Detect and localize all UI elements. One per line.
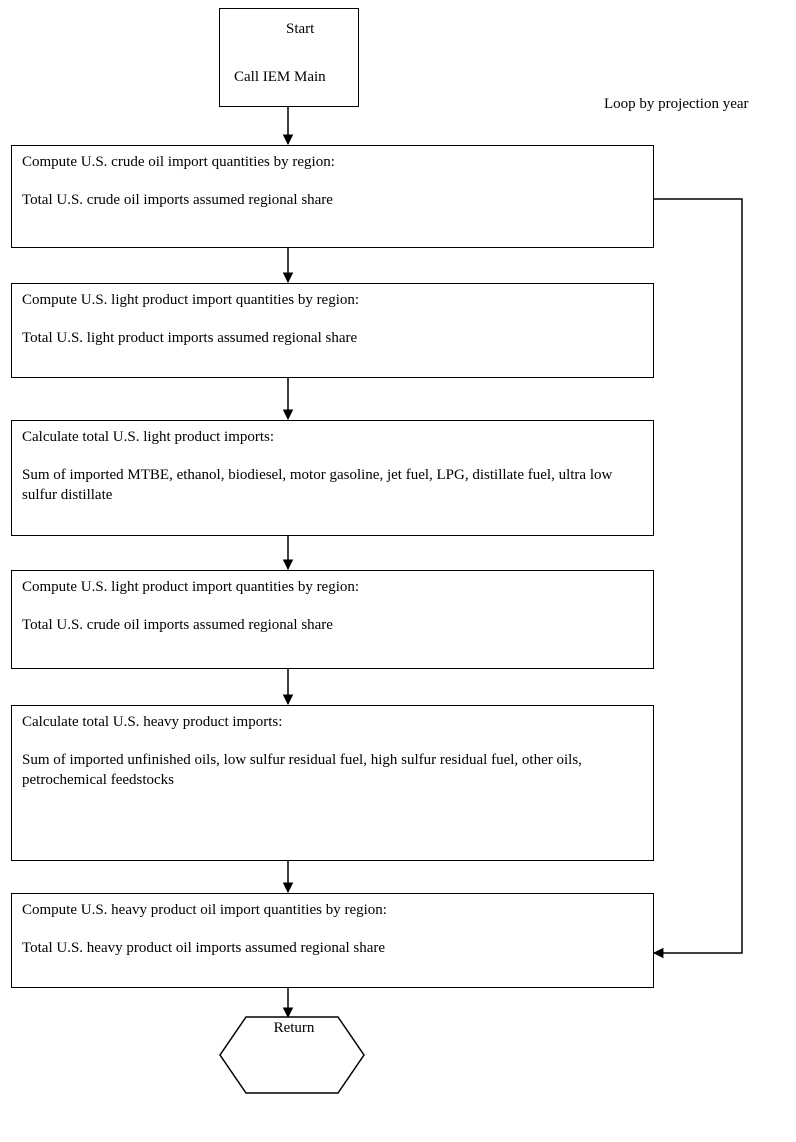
- step-3-heading: Calculate total U.S. light product impor…: [22, 429, 275, 445]
- step-4-body: Total U.S. crude oil imports assumed reg…: [22, 617, 333, 633]
- step-box-6: Compute U.S. heavy product oil import qu…: [11, 893, 654, 988]
- return-label: Return: [273, 1020, 315, 1036]
- loop-connector: [652, 198, 743, 959]
- step-4-heading: Compute U.S. light product import quanti…: [22, 579, 360, 595]
- step-box-2: Compute U.S. light product import quanti…: [11, 283, 654, 378]
- step-1-body: Total U.S. crude oil imports assumed reg…: [22, 192, 333, 208]
- step-3-body: Sum of imported MTBE, ethanol, biodiesel…: [22, 467, 613, 503]
- return-hexagon: [219, 1016, 365, 1094]
- start-label: Start: [286, 21, 315, 37]
- step-2-body: Total U.S. light product imports assumed…: [22, 330, 358, 346]
- step-box-1: Compute U.S. crude oil import quantities…: [11, 145, 654, 248]
- step-5-heading: Calculate total U.S. heavy product impor…: [22, 714, 283, 730]
- step-6-body: Total U.S. heavy product oil imports ass…: [22, 940, 386, 956]
- loop-label: Loop by projection year: [604, 96, 749, 112]
- step-1-heading: Compute U.S. crude oil import quantities…: [22, 154, 335, 170]
- step-5-body: Sum of imported unfinished oils, low sul…: [22, 752, 582, 788]
- step-6-heading: Compute U.S. heavy product oil import qu…: [22, 902, 387, 918]
- call-iem-main-label: Call IEM Main: [234, 69, 326, 85]
- step-2-heading: Compute U.S. light product import quanti…: [22, 292, 360, 308]
- start-box: Start Call IEM Main: [219, 8, 359, 107]
- step-box-3: Calculate total U.S. light product impor…: [11, 420, 654, 536]
- step-box-4: Compute U.S. light product import quanti…: [11, 570, 654, 669]
- step-box-5: Calculate total U.S. heavy product impor…: [11, 705, 654, 861]
